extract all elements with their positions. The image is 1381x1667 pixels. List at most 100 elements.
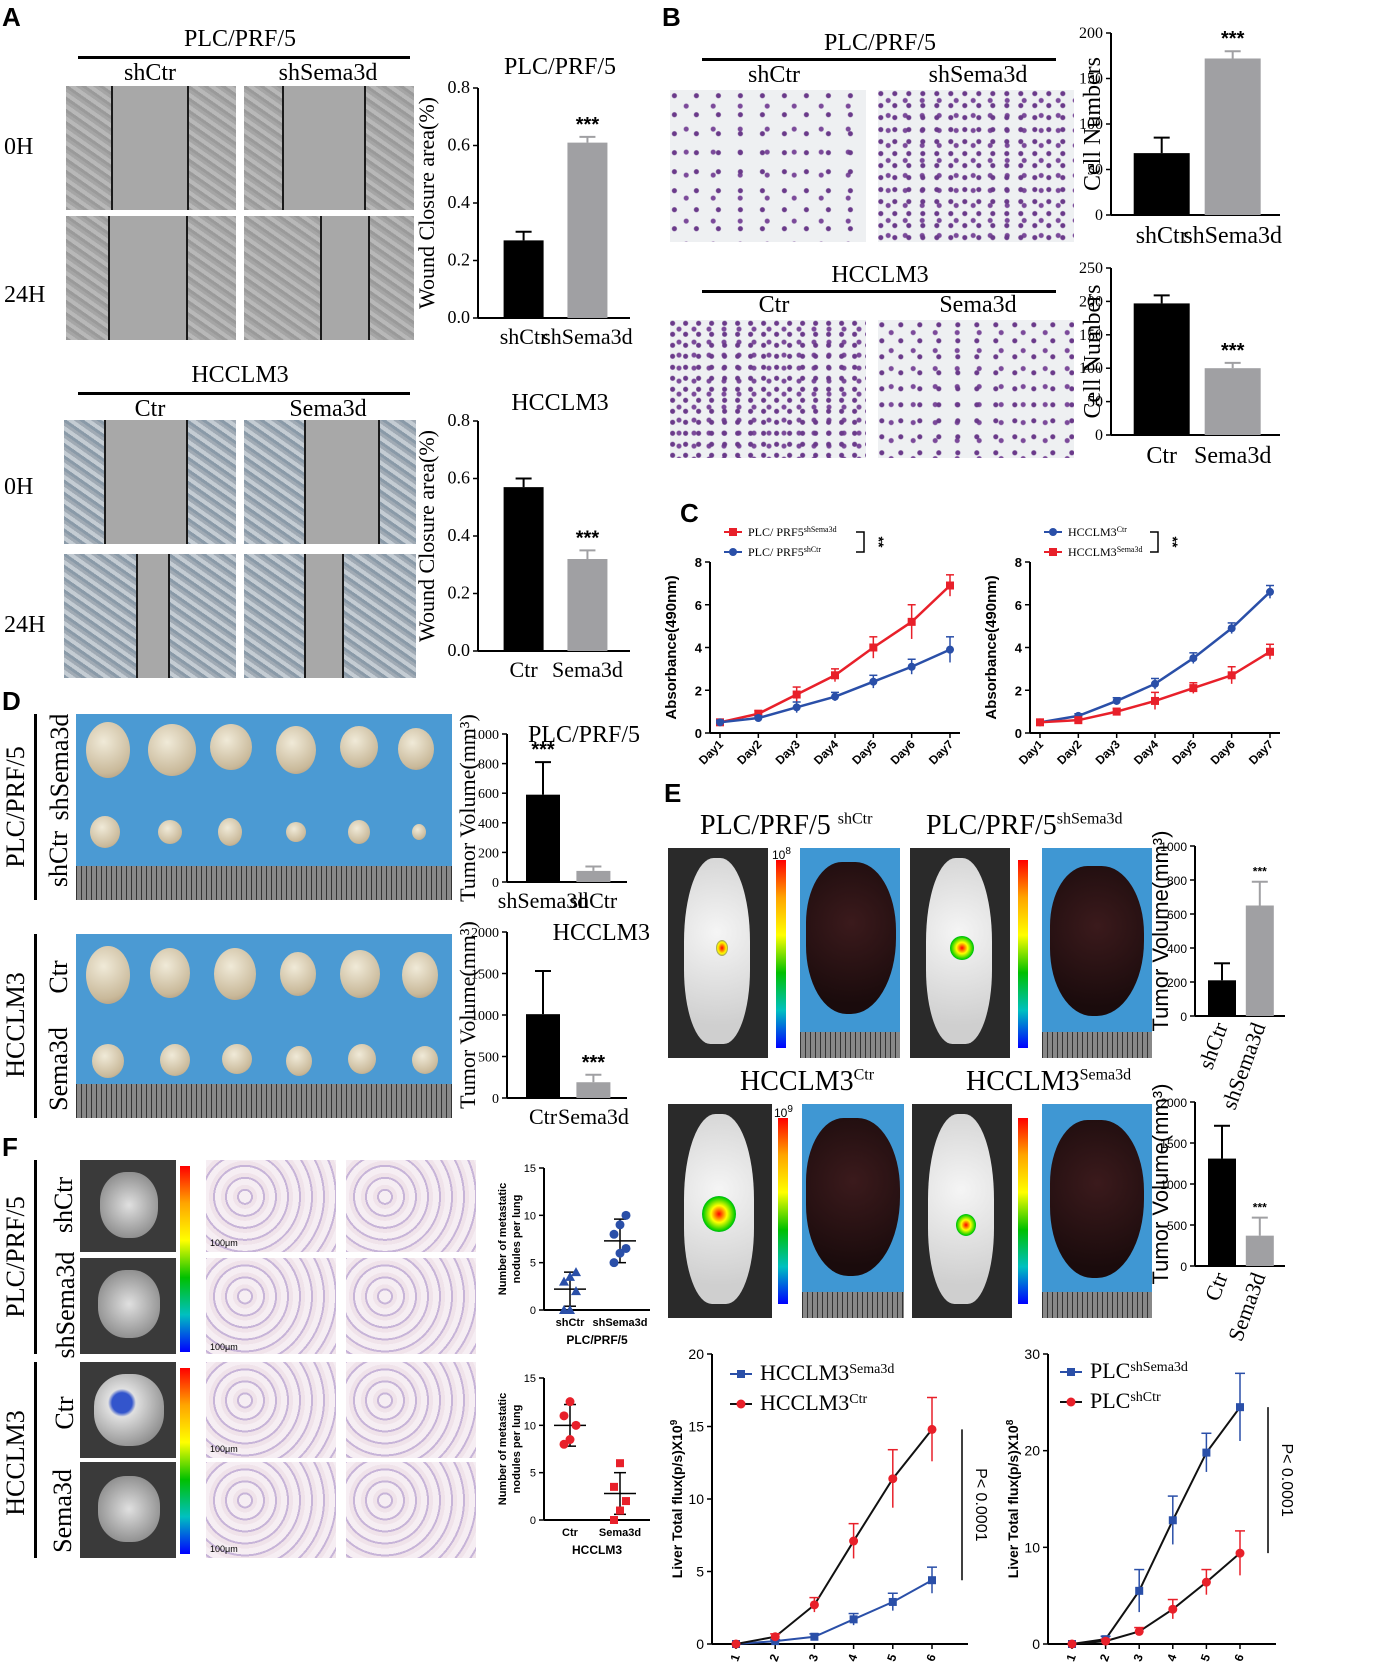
a-micro-2 [244, 86, 414, 210]
tumor [210, 724, 252, 770]
chart-c1-point [716, 718, 724, 727]
chart-b2-category-label: Ctr [1146, 443, 1177, 469]
chart-e4-point [1101, 1636, 1111, 1646]
e-label-3: HCCLM3Ctr [740, 1066, 874, 1098]
chart-b1-ytick-label: 150 [1079, 71, 1103, 88]
chart-c2-point [1189, 654, 1198, 663]
signal [702, 1196, 736, 1232]
ruler [802, 1292, 904, 1318]
ruler [76, 1084, 452, 1118]
chart-b1-ytick-label: 0 [1095, 207, 1103, 224]
ruler [800, 1032, 900, 1058]
chart-c2-point [1112, 696, 1121, 705]
chart-e3-legend-marker [736, 1399, 746, 1409]
e-colorbar-3 [778, 1118, 788, 1304]
lung [98, 1476, 160, 1542]
chart-e4-point [1068, 1640, 1076, 1648]
chart-e4-point [1168, 1604, 1178, 1614]
tumor [90, 816, 120, 848]
tumor [92, 1044, 124, 1078]
chart-e4-xtick-label: 2 [1097, 1652, 1113, 1663]
chart-f2-point [616, 1506, 624, 1515]
chart-e4-xtick-label: 4 [1164, 1652, 1180, 1663]
chart-d2-significance: *** [582, 1052, 606, 1074]
chart-d2-ylabel: Tumor Volume(mm³) [455, 921, 480, 1109]
chart-a2-ytick-label: 0.6 [448, 468, 471, 488]
chart-c2-bracket [1150, 531, 1159, 553]
a-micro-4 [244, 216, 414, 340]
chart-e4-point [1067, 1639, 1077, 1649]
a-micro-5 [64, 420, 236, 544]
chart-e3-point [770, 1632, 780, 1642]
tumor [86, 722, 130, 778]
f-zoom-4 [346, 1462, 476, 1558]
chart-c2-point [1151, 679, 1159, 688]
chart-f1-point [615, 1248, 625, 1258]
chart-c1-point [946, 581, 954, 590]
f-row-top-1: shCtr [49, 1176, 78, 1234]
b-bottom-col2: Sema3d [939, 292, 1017, 318]
chart-e3-series-line [735, 1428, 933, 1645]
chart-f2-point [616, 1459, 624, 1468]
f-colorbar-2 [180, 1368, 190, 1554]
ruler [1042, 1032, 1152, 1058]
chart-e4-point [1201, 1577, 1211, 1587]
chart-e4-ytick-label: 30 [1024, 1346, 1040, 1362]
e-mouse-3 [668, 1104, 772, 1318]
e-cb3-exp: 9 [787, 1104, 793, 1115]
chart-b2-ytick-label: 200 [1079, 293, 1103, 310]
chart-a2-ytick-label: 0.4 [448, 525, 471, 545]
chart-c2-legend-label: HCCLM3Sema3d [1068, 545, 1142, 560]
panel-label-d: D [2, 686, 21, 716]
chart-e3-xtick-label: 5 [884, 1652, 900, 1663]
chart-f2-xlabel: HCCLM3 [572, 1543, 622, 1557]
chart-c2-xtick-label: Day5 [1169, 737, 1199, 767]
chart-d1-title: PLC/PRF/5 [528, 722, 640, 748]
chart-e2-ytick-label: 1500 [1160, 1137, 1187, 1151]
chart-d2-ytick-label: 0 [492, 1092, 499, 1107]
tumor [348, 820, 370, 844]
e-cb3-label: 109 [774, 1104, 793, 1120]
chart-c1-significance: ** [871, 537, 887, 548]
chart-f2-point [559, 1439, 569, 1449]
chart-a2-category-label: Ctr [510, 657, 539, 682]
a-top-col2: shSema3d [278, 60, 378, 86]
chart-c1-point [907, 662, 916, 671]
chart-f1-point [559, 1276, 569, 1286]
chart-e2-bar-Ctr [1208, 1158, 1236, 1266]
chart-d2-ytick-label: 1000 [471, 1009, 499, 1024]
tumor [340, 950, 380, 998]
chart-a1-significance: *** [576, 114, 600, 136]
chart-a2-ytick-label: 0.0 [448, 640, 471, 660]
chart-b1-bar-shSema3d [1204, 58, 1261, 216]
b-transwell-4 [878, 320, 1074, 458]
chart-d1-category-label: shCtr [570, 888, 618, 913]
chart-c1-legend-marker [729, 548, 737, 556]
chart-f2-ytick-label: 0 [530, 1515, 536, 1527]
a-top-line [78, 56, 410, 59]
f-row-bottom-2: Sema3d [48, 1469, 77, 1553]
chart-c1-xtick-label: Day2 [734, 737, 764, 767]
chart-b1-bar-shCtr [1133, 153, 1190, 215]
chart-c2-xtick-label: Day3 [1093, 737, 1123, 767]
chart-a1-bar-shSema3d [567, 142, 608, 318]
e-label-1: PLC/PRF/5 shCtr [700, 810, 872, 842]
chart-f1-point [571, 1286, 581, 1296]
chart-f2-ylabel: Number of metastatic [497, 1393, 509, 1505]
chart-b2-ytick-label: 250 [1079, 260, 1103, 277]
tumor [340, 726, 378, 768]
chart-c2-xtick-label: Day6 [1208, 737, 1238, 767]
a-row-0h-bottom: 0H [4, 474, 34, 500]
chart-c1-point [869, 643, 878, 652]
chart-e2-ytick-label: 0 [1180, 1260, 1187, 1274]
tumor [280, 952, 316, 996]
tumor [276, 726, 316, 774]
d-photo-top [76, 714, 452, 900]
chart-c2-series-line [1039, 650, 1271, 724]
mouse [928, 1114, 994, 1304]
a-row-0h-top: 0H [4, 134, 34, 160]
chart-a1-category-label: shCtr [500, 324, 548, 349]
b-top-title: PLC/PRF/5 [823, 30, 937, 56]
chart-f2-point [610, 1482, 618, 1491]
chart-e2-ytick-label: 1000 [1160, 1178, 1187, 1192]
